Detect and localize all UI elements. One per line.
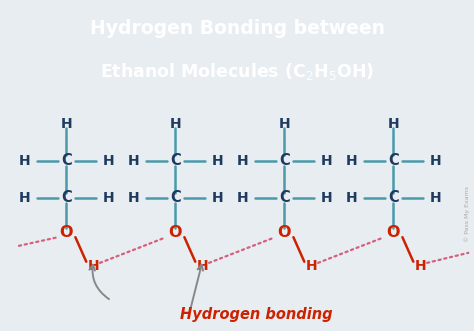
Text: H: H — [128, 191, 139, 205]
Text: H: H — [197, 259, 209, 273]
Text: © Pass My Exams: © Pass My Exams — [464, 186, 470, 242]
Text: C: C — [170, 190, 181, 206]
Text: H: H — [237, 191, 248, 205]
Text: H: H — [237, 154, 248, 167]
Text: C: C — [61, 190, 72, 206]
Text: H: H — [170, 118, 181, 131]
Text: H: H — [346, 154, 357, 167]
Text: H: H — [429, 154, 441, 167]
Text: C: C — [279, 153, 290, 168]
Text: H: H — [102, 191, 114, 205]
Text: C: C — [388, 190, 399, 206]
Text: O: O — [60, 225, 73, 241]
Text: H: H — [102, 154, 114, 167]
Text: C: C — [388, 153, 399, 168]
Text: C: C — [279, 190, 290, 206]
Text: H: H — [88, 259, 100, 273]
Text: H: H — [429, 191, 441, 205]
Text: H: H — [415, 259, 427, 273]
Text: H: H — [211, 191, 223, 205]
Text: H: H — [306, 259, 318, 273]
Text: O: O — [278, 225, 291, 241]
Text: H: H — [211, 154, 223, 167]
Text: H: H — [279, 118, 290, 131]
Text: H: H — [61, 118, 72, 131]
Text: C: C — [170, 153, 181, 168]
Text: H: H — [19, 154, 30, 167]
Text: C: C — [61, 153, 72, 168]
Text: O: O — [169, 225, 182, 241]
Text: H: H — [388, 118, 399, 131]
Text: Hydrogen bonding: Hydrogen bonding — [180, 307, 332, 322]
Text: H: H — [320, 154, 332, 167]
Text: Hydrogen Bonding between: Hydrogen Bonding between — [90, 19, 384, 38]
Text: H: H — [19, 191, 30, 205]
Text: H: H — [346, 191, 357, 205]
Text: O: O — [387, 225, 400, 241]
Text: H: H — [128, 154, 139, 167]
Text: H: H — [320, 191, 332, 205]
Text: Ethanol Molecules (C$_2$H$_5$OH): Ethanol Molecules (C$_2$H$_5$OH) — [100, 61, 374, 82]
